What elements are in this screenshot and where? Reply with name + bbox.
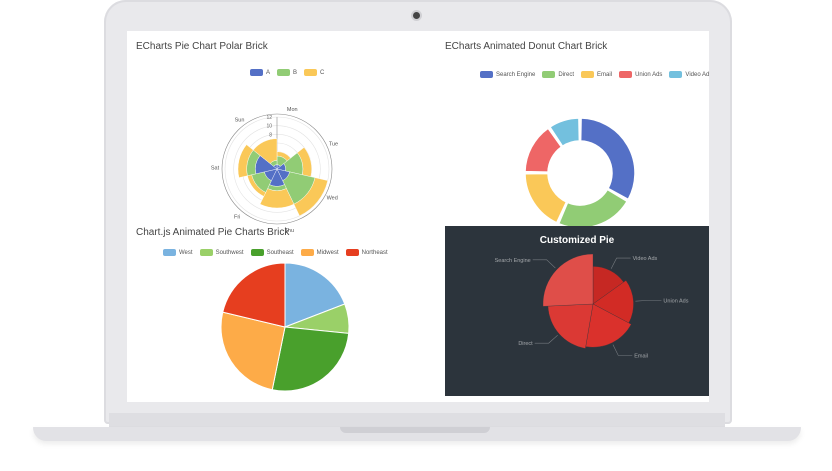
legend-label: Northeast (361, 249, 388, 256)
pie-legend-item-southwest[interactable]: Southwest (199, 249, 244, 256)
rose-label-line (610, 257, 631, 269)
customized-pie-title: Customized Pie (539, 235, 615, 246)
pie-legend-item-southeast[interactable]: Southeast (250, 249, 294, 256)
donut-chart-title: ECharts Animated Donut Chart Brick (445, 41, 608, 52)
legend-swatch (345, 249, 359, 256)
legend-swatch (669, 71, 683, 78)
customized-pie-chart: Video Ads Union Ads Email Direct Search Engi… (495, 253, 689, 359)
customized-pie-panel: Customized Pie Video Ads Union Ads Email Di… (445, 226, 709, 396)
polar-radial-tick: 8 (269, 132, 272, 138)
pie-legend-item-midwest[interactable]: Midwest (300, 249, 339, 256)
donut-chart-legend: Search Engine Direct Email Union Ads Video A… (480, 71, 709, 78)
polar-chart-legend: A B C (250, 69, 331, 76)
pie-slice-west (284, 262, 346, 328)
rose-slice-direct (547, 303, 594, 349)
polar-radial-tick: 10 (266, 124, 272, 130)
polar-bar-c-wed (293, 177, 328, 217)
pie-chart-legend: West Southwest Southeast Midwest Northeast (163, 249, 395, 256)
legend-label: Southwest (215, 249, 244, 256)
rose-slice-label: Search Engine (495, 258, 531, 264)
legend-swatch (250, 69, 263, 76)
pie-legend-item-west[interactable]: West (163, 249, 193, 256)
legend-label: Email (597, 71, 613, 78)
donut-legend-item-video-ads[interactable]: Video Ads (669, 71, 709, 78)
legend-swatch (581, 71, 595, 78)
polar-legend-item-c[interactable]: C (304, 69, 324, 76)
polar-category-label: Sat (211, 165, 220, 171)
legend-label: Southeast (266, 249, 294, 256)
legend-swatch (163, 249, 176, 256)
rose-slice-label: Union Ads (663, 298, 688, 304)
donut-slice-email (524, 172, 568, 224)
polar-category-label: Wed (327, 195, 338, 201)
polar-category-label: Sun (235, 118, 245, 124)
polar-bar-c-sun (253, 138, 278, 164)
legend-swatch (619, 71, 633, 78)
legend-swatch (542, 71, 556, 78)
polar-category-label: Tue (329, 141, 338, 147)
laptop-base-notch (340, 427, 490, 433)
donut-slice-video-ads (549, 117, 581, 147)
legend-swatch (277, 69, 291, 76)
donut-legend-item-search-engine[interactable]: Search Engine (480, 71, 535, 78)
legend-label: Midwest (316, 249, 339, 256)
rose-label-line (635, 300, 662, 302)
polar-category-label: Fri (234, 215, 240, 221)
legend-label: Search Engine (496, 71, 536, 78)
polar-legend-item-b[interactable]: B (277, 69, 297, 76)
donut-slice-union-ads (524, 127, 563, 173)
legend-label: Direct (558, 71, 575, 78)
legend-swatch (304, 69, 318, 76)
legend-swatch (250, 249, 264, 256)
donut-slice-direct (557, 188, 628, 229)
legend-label: A (266, 69, 271, 76)
rose-slice-union-ads (592, 280, 634, 324)
polar-outer-axis (221, 113, 333, 225)
donut-chart (524, 117, 636, 229)
legend-label: Union Ads (635, 71, 663, 78)
polar-category-label: Mon (287, 107, 298, 113)
screen: ECharts Pie Chart Polar Brick ABC 246810… (127, 31, 709, 402)
donut-slice-search-engine (579, 117, 636, 201)
laptop-chin (109, 413, 725, 429)
rose-slice-search-engine (542, 253, 594, 307)
polar-chart: 24681012MonTueWedThuFriSatSun (211, 107, 338, 234)
polar-chart-title: ECharts Pie Chart Polar Brick (136, 41, 268, 52)
pie-slice-midwest (220, 311, 286, 391)
polar-radial-tick: 12 (266, 115, 272, 121)
legend-label: C (320, 69, 325, 76)
rose-slice-email (585, 303, 632, 348)
pie-chart-title: Chart.js Animated Pie Charts Brick (136, 227, 290, 238)
legend-swatch (199, 249, 213, 256)
pie-slice-northeast (222, 262, 286, 328)
rose-slice-label: Email (634, 353, 648, 359)
laptop-base (33, 427, 801, 441)
donut-legend-item-union-ads[interactable]: Union Ads (619, 71, 662, 78)
donut-legend-item-email[interactable]: Email (581, 71, 612, 78)
pie-slice-southeast (271, 326, 350, 392)
rose-label-line (612, 344, 633, 356)
legend-label: West (179, 249, 193, 256)
legend-swatch (480, 71, 493, 78)
camera-icon (413, 12, 420, 19)
rose-slice-label: Direct (518, 341, 533, 347)
legend-swatch (300, 249, 314, 256)
rose-label-line (534, 334, 558, 344)
donut-legend-item-direct[interactable]: Direct (542, 71, 574, 78)
pie-legend-item-northeast[interactable]: Northeast (345, 249, 388, 256)
legend-label: B (293, 69, 298, 76)
pie-chart (220, 262, 350, 392)
polar-legend-item-a[interactable]: A (250, 69, 270, 76)
legend-label: Video Ads (685, 71, 709, 78)
rose-slice-label: Video Ads (633, 256, 658, 262)
rose-label-line (532, 259, 556, 269)
polar-bar-c-sat (237, 144, 254, 178)
polar-category-label: Thu (285, 228, 294, 234)
